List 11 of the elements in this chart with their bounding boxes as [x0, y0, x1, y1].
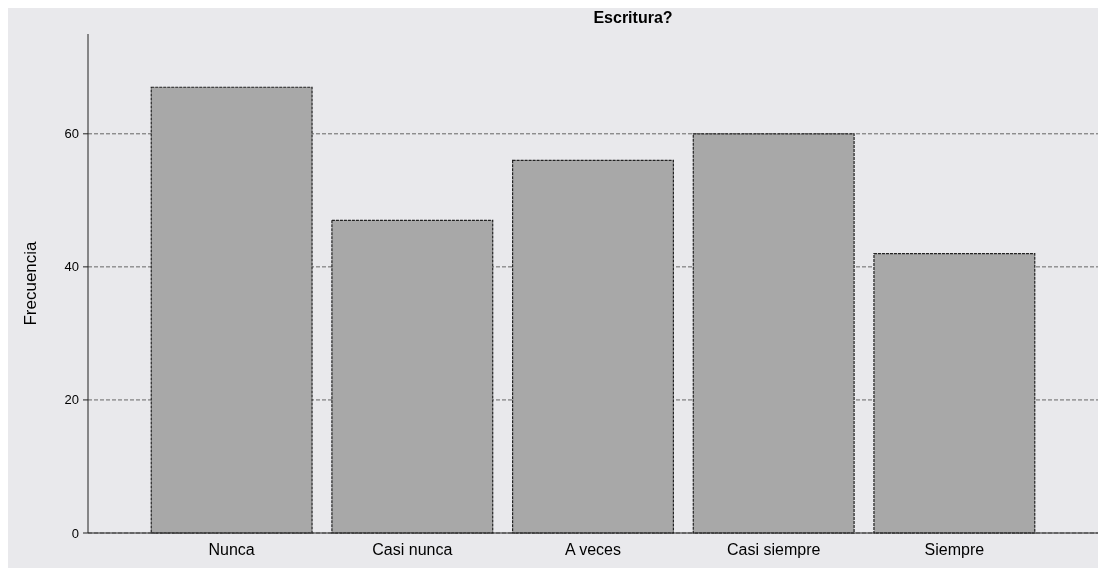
x-tick-label: A veces [564, 541, 622, 558]
y-tick-label: 40 [64, 259, 79, 275]
y-tick-label: 20 [64, 392, 79, 408]
x-tick-label: Nunca [208, 541, 255, 558]
x-tick-label: Siempre [924, 541, 985, 558]
y-tick-label: 0 [71, 525, 79, 541]
y-axis-title: Frecuencia [21, 240, 40, 326]
x-tick-label: Casi siempre [727, 541, 821, 558]
x-tick-label: Casi nunca [372, 541, 453, 558]
y-tick-label: 60 [64, 126, 79, 142]
chart-title: Escritura? [593, 9, 673, 26]
